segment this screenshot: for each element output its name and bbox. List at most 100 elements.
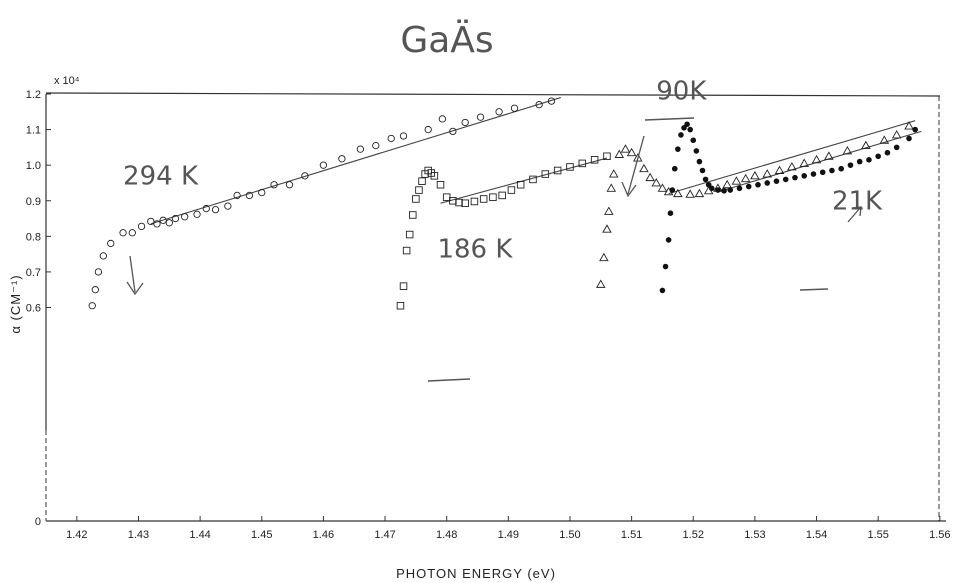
data-point bbox=[810, 171, 817, 177]
data-point bbox=[418, 177, 426, 185]
data-point bbox=[442, 193, 451, 201]
data-point bbox=[893, 144, 900, 151]
data-point bbox=[396, 301, 405, 310]
ticks: 1.42 1.43 1.44 1.45 1.46 1.47 1.48 1.49 1.50 1.51… bbox=[26, 89, 951, 541]
series-group bbox=[596, 121, 914, 288]
data-point bbox=[884, 149, 891, 156]
data-point bbox=[399, 282, 408, 290]
data-point bbox=[489, 193, 497, 201]
data-point bbox=[399, 132, 408, 140]
x-axis-title: PHOTON ENERGY (eV) bbox=[396, 566, 556, 581]
fit-line bbox=[150, 97, 561, 225]
data-point bbox=[745, 183, 752, 190]
y-tick-label: 0.8 bbox=[26, 231, 41, 243]
x-tick-label: 1.45 bbox=[251, 529, 272, 541]
data-point bbox=[773, 178, 780, 184]
data-point bbox=[662, 263, 669, 270]
data-point bbox=[510, 104, 519, 112]
annotation-label: 90K bbox=[656, 76, 707, 106]
fit-lines bbox=[150, 97, 922, 225]
y-tick-label: 1.1 bbox=[26, 125, 41, 137]
data-point bbox=[879, 135, 890, 144]
y-multiplier: x 10⁴ bbox=[54, 75, 80, 87]
data-point bbox=[620, 144, 631, 153]
data-point bbox=[762, 169, 773, 178]
data-point bbox=[694, 188, 705, 198]
axes bbox=[45, 92, 946, 522]
annotations: 294 K 186 K 90K 21K bbox=[123, 76, 883, 382]
data-point bbox=[193, 210, 201, 218]
data-point bbox=[606, 183, 617, 192]
top-border-line bbox=[45, 92, 941, 97]
annotation-label: 186 K bbox=[437, 235, 513, 265]
data-point bbox=[137, 222, 146, 231]
data-point bbox=[731, 176, 742, 185]
data-point bbox=[614, 149, 625, 158]
data-point bbox=[301, 172, 309, 180]
data-point bbox=[153, 220, 161, 228]
data-point bbox=[678, 132, 684, 138]
data-point bbox=[782, 176, 789, 183]
arrow-294k bbox=[126, 255, 144, 296]
underline-21k bbox=[799, 288, 829, 291]
data-point bbox=[479, 195, 488, 203]
y-tick-label: 1.2 bbox=[26, 89, 41, 101]
data-point bbox=[693, 148, 700, 154]
data-point bbox=[906, 135, 912, 142]
arrow-21k bbox=[847, 206, 862, 223]
data-point bbox=[211, 205, 220, 214]
data-point bbox=[596, 279, 606, 288]
data-point bbox=[671, 165, 678, 172]
data-point bbox=[547, 97, 556, 105]
chart-title: GaÄs bbox=[400, 19, 493, 61]
data-point bbox=[690, 137, 697, 144]
x-tick-label: 1.52 bbox=[683, 529, 704, 541]
data-point bbox=[645, 172, 655, 182]
data-point bbox=[819, 169, 826, 176]
data-point bbox=[699, 167, 706, 174]
fit-line bbox=[668, 120, 916, 195]
data-point bbox=[470, 197, 479, 206]
data-point bbox=[755, 181, 761, 188]
data-point bbox=[245, 191, 254, 200]
data-point bbox=[651, 178, 662, 187]
data-point bbox=[319, 161, 328, 169]
data-point bbox=[541, 170, 550, 178]
data-point bbox=[372, 141, 380, 150]
data-point bbox=[590, 156, 599, 164]
data-point bbox=[181, 213, 189, 221]
data-point bbox=[405, 230, 414, 239]
data-point bbox=[119, 229, 127, 237]
series-group bbox=[88, 97, 556, 310]
data-point bbox=[455, 198, 463, 207]
data-point bbox=[912, 126, 918, 133]
data-point bbox=[866, 157, 872, 163]
data-point bbox=[659, 287, 666, 294]
data-point bbox=[861, 140, 871, 150]
x-tick-label: 1.56 bbox=[929, 529, 950, 541]
data-point bbox=[727, 187, 734, 193]
data-point bbox=[107, 239, 115, 248]
data-point bbox=[684, 121, 690, 128]
data-point bbox=[696, 158, 703, 165]
x-tick-label: 1.43 bbox=[128, 529, 149, 541]
data-point bbox=[626, 147, 637, 157]
y-tick-label: 0.9 bbox=[26, 196, 41, 208]
y-tick-label: 1.0 bbox=[26, 160, 41, 172]
data-point bbox=[774, 165, 785, 174]
data-point bbox=[599, 252, 609, 262]
y-axis-title: α (CM⁻¹) bbox=[8, 274, 23, 333]
data-point bbox=[402, 246, 411, 255]
data-point bbox=[799, 158, 809, 167]
data-point bbox=[285, 181, 294, 189]
data-point bbox=[356, 145, 365, 153]
data-point bbox=[258, 188, 266, 197]
data-point bbox=[529, 175, 537, 184]
x-tick-label: 1.55 bbox=[867, 529, 888, 541]
data-point bbox=[578, 159, 587, 168]
data-point bbox=[764, 180, 771, 186]
series-group bbox=[396, 152, 611, 310]
data-point bbox=[708, 185, 715, 192]
data-point bbox=[842, 146, 853, 155]
